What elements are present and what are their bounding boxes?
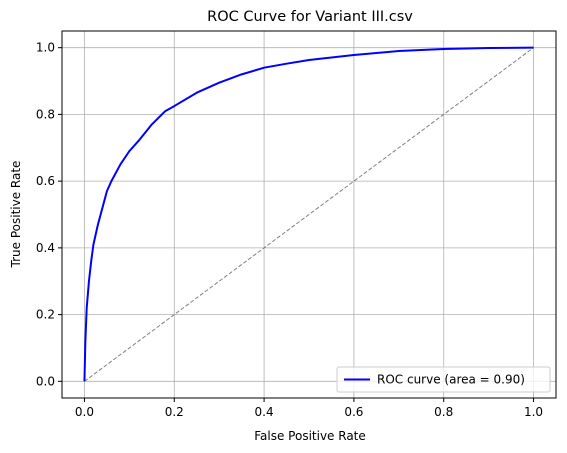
y-tick-label: 0.4: [36, 241, 55, 255]
chart-title: ROC Curve for Variant III.csv: [207, 9, 413, 25]
axis-ticks: 0.0 0.2 0.4 0.6 0.8 1.0 0.0 0.2 0.4 0.6 0.8 1.0: [36, 41, 543, 419]
plot-frame: [61, 30, 557, 399]
y-tick-label: 0.0: [36, 374, 55, 388]
x-tick-label: 0.4: [255, 405, 274, 419]
y-tick-label: 0.6: [36, 174, 55, 188]
legend-box: [336, 366, 551, 393]
x-tick-label: 1.0: [524, 405, 543, 419]
legend: ROC curve (area = 0.90): [336, 366, 551, 393]
chance-diagonal-line: [84, 47, 534, 382]
x-tick-label: 0.8: [434, 405, 453, 419]
series-layer: [83, 46, 534, 382]
x-tick-label: 0.0: [75, 405, 94, 419]
roc-curve-line: [83, 46, 534, 382]
x-tick-label: 0.2: [165, 405, 184, 419]
x-tick-label: 0.6: [344, 405, 363, 419]
y-axis-label: True Positive Rate: [9, 161, 23, 269]
y-tick-label: 1.0: [36, 41, 55, 55]
legend-label: ROC curve (area = 0.90): [377, 373, 525, 387]
y-tick-label: 0.8: [36, 107, 55, 121]
y-tick-label: 0.2: [36, 308, 55, 322]
grid-lines: [62, 31, 556, 398]
x-axis-label: False Positive Rate: [254, 429, 366, 443]
